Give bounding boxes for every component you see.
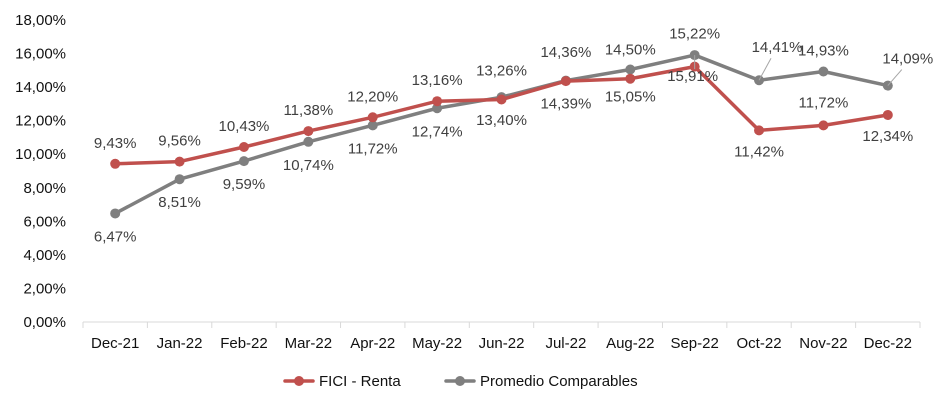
data-label: 12,34%: [862, 128, 913, 145]
x-axis-tick-label: Dec-22: [864, 335, 912, 352]
series-1-point: [432, 103, 443, 114]
data-label: 14,50%: [605, 42, 656, 59]
data-label: 10,43%: [219, 118, 270, 135]
y-axis-tick-label: 0,00%: [23, 314, 66, 331]
x-axis-tick-label: Dec-21: [91, 335, 139, 352]
y-axis-tick-label: 16,00%: [15, 46, 66, 63]
data-label: 11,42%: [734, 143, 784, 160]
data-label: 13,16%: [412, 72, 463, 89]
y-axis-tick-label: 6,00%: [23, 213, 66, 230]
series-1-point: [238, 156, 249, 167]
series-0-point: [625, 73, 636, 84]
series-0-point: [754, 125, 765, 136]
series-0-point: [560, 76, 571, 87]
data-label: 11,72%: [799, 94, 849, 111]
x-axis-tick-label: Feb-22: [220, 335, 268, 352]
data-label: 14,09%: [882, 51, 933, 68]
series-0-point: [174, 156, 185, 167]
y-axis-tick-labels: 0,00% 2,00% 4,00% 6,00% 8,00% 10,00% 12,00% 14,…: [15, 12, 66, 331]
series-0-point: [367, 112, 378, 123]
x-axis-tick-label: Sep-22: [670, 335, 718, 352]
data-label: 14,93%: [798, 43, 849, 60]
series-0-point: [882, 109, 893, 120]
y-axis-tick-label: 10,00%: [15, 146, 66, 163]
x-axis-tick-label: Nov-22: [799, 335, 847, 352]
data-label: 12,20%: [347, 88, 398, 105]
data-label: 8,51%: [158, 194, 201, 211]
y-axis-tick-label: 8,00%: [23, 180, 66, 197]
data-label: 13,26%: [476, 63, 527, 80]
series-1-point: [367, 120, 378, 131]
x-axis-tick-label: Apr-22: [350, 335, 395, 352]
data-label: 14,36%: [540, 44, 591, 61]
x-axis-tick-label: May-22: [412, 335, 462, 352]
x-axis-tick-label: Jun-22: [479, 335, 525, 352]
series-0-point: [303, 126, 314, 137]
data-label: 11,38%: [283, 102, 333, 119]
y-axis-tick-label: 12,00%: [15, 113, 66, 130]
label-leader-line: [887, 69, 903, 86]
series-0-point: [432, 96, 443, 107]
data-label: 9,59%: [223, 176, 266, 193]
y-axis-tick-label: 4,00%: [23, 247, 66, 264]
x-axis-tick-label: Mar-22: [285, 335, 333, 352]
data-label: 15,05%: [605, 88, 656, 105]
series-1-point: [625, 64, 636, 75]
series-1-point: [174, 174, 185, 185]
series-1-point: [818, 66, 829, 77]
axes: [82, 321, 921, 328]
data-label: 14,39%: [540, 96, 591, 113]
y-axis-tick-label: 18,00%: [15, 12, 66, 29]
y-axis-tick-label: 2,00%: [23, 280, 66, 297]
series-1-point: [303, 136, 314, 147]
data-label: 15,91%: [667, 68, 718, 85]
x-axis-tick-label: Oct-22: [737, 335, 782, 352]
data-label: 15,22%: [669, 26, 720, 43]
data-label: 10,74%: [283, 157, 334, 174]
x-axis-tick-label: Jul-22: [545, 335, 586, 352]
label-leader-line: [758, 57, 772, 81]
data-labels: 9,43% 9,56% 10,43% 11,38% 12,20% 13,16% 13,26%…: [94, 26, 933, 246]
series-0-point: [238, 142, 249, 153]
x-axis-tick-labels: Dec-21 Jan-22 Feb-22 Mar-22 Apr-22 May-22 Jun-…: [91, 335, 912, 352]
legend-swatch-marker: [294, 376, 304, 386]
x-axis-tick-label: Jan-22: [157, 335, 203, 352]
legend-label: FICI - Renta: [319, 373, 401, 390]
data-label: 9,56%: [158, 133, 201, 150]
data-label: 14,41%: [752, 39, 803, 56]
series-0-point: [818, 120, 829, 131]
leader-lines: [694, 55, 903, 86]
legend-label: Promedio Comparables: [480, 373, 638, 390]
series-0-point: [496, 94, 507, 105]
legend-swatch-marker: [455, 376, 465, 386]
data-label: 9,43%: [94, 135, 137, 152]
legend: FICI - Renta Promedio Comparables: [283, 373, 638, 390]
data-label: 6,47%: [94, 228, 137, 245]
data-label: 13,40%: [476, 112, 527, 129]
series-1-point: [110, 208, 121, 219]
data-label: 11,72%: [348, 140, 398, 157]
x-axis-tick-label: Aug-22: [606, 335, 654, 352]
series-0-point: [110, 158, 121, 169]
data-label: 12,74%: [412, 123, 463, 140]
y-axis-tick-label: 14,00%: [15, 79, 66, 96]
